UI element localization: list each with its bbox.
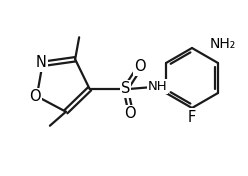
Text: NH₂: NH₂ <box>210 37 236 51</box>
Text: NH: NH <box>148 80 167 93</box>
Text: F: F <box>188 109 196 124</box>
Text: O: O <box>29 89 41 104</box>
Text: O: O <box>124 106 135 121</box>
Text: N: N <box>36 55 47 70</box>
Text: S: S <box>121 81 130 96</box>
Text: O: O <box>134 59 145 74</box>
